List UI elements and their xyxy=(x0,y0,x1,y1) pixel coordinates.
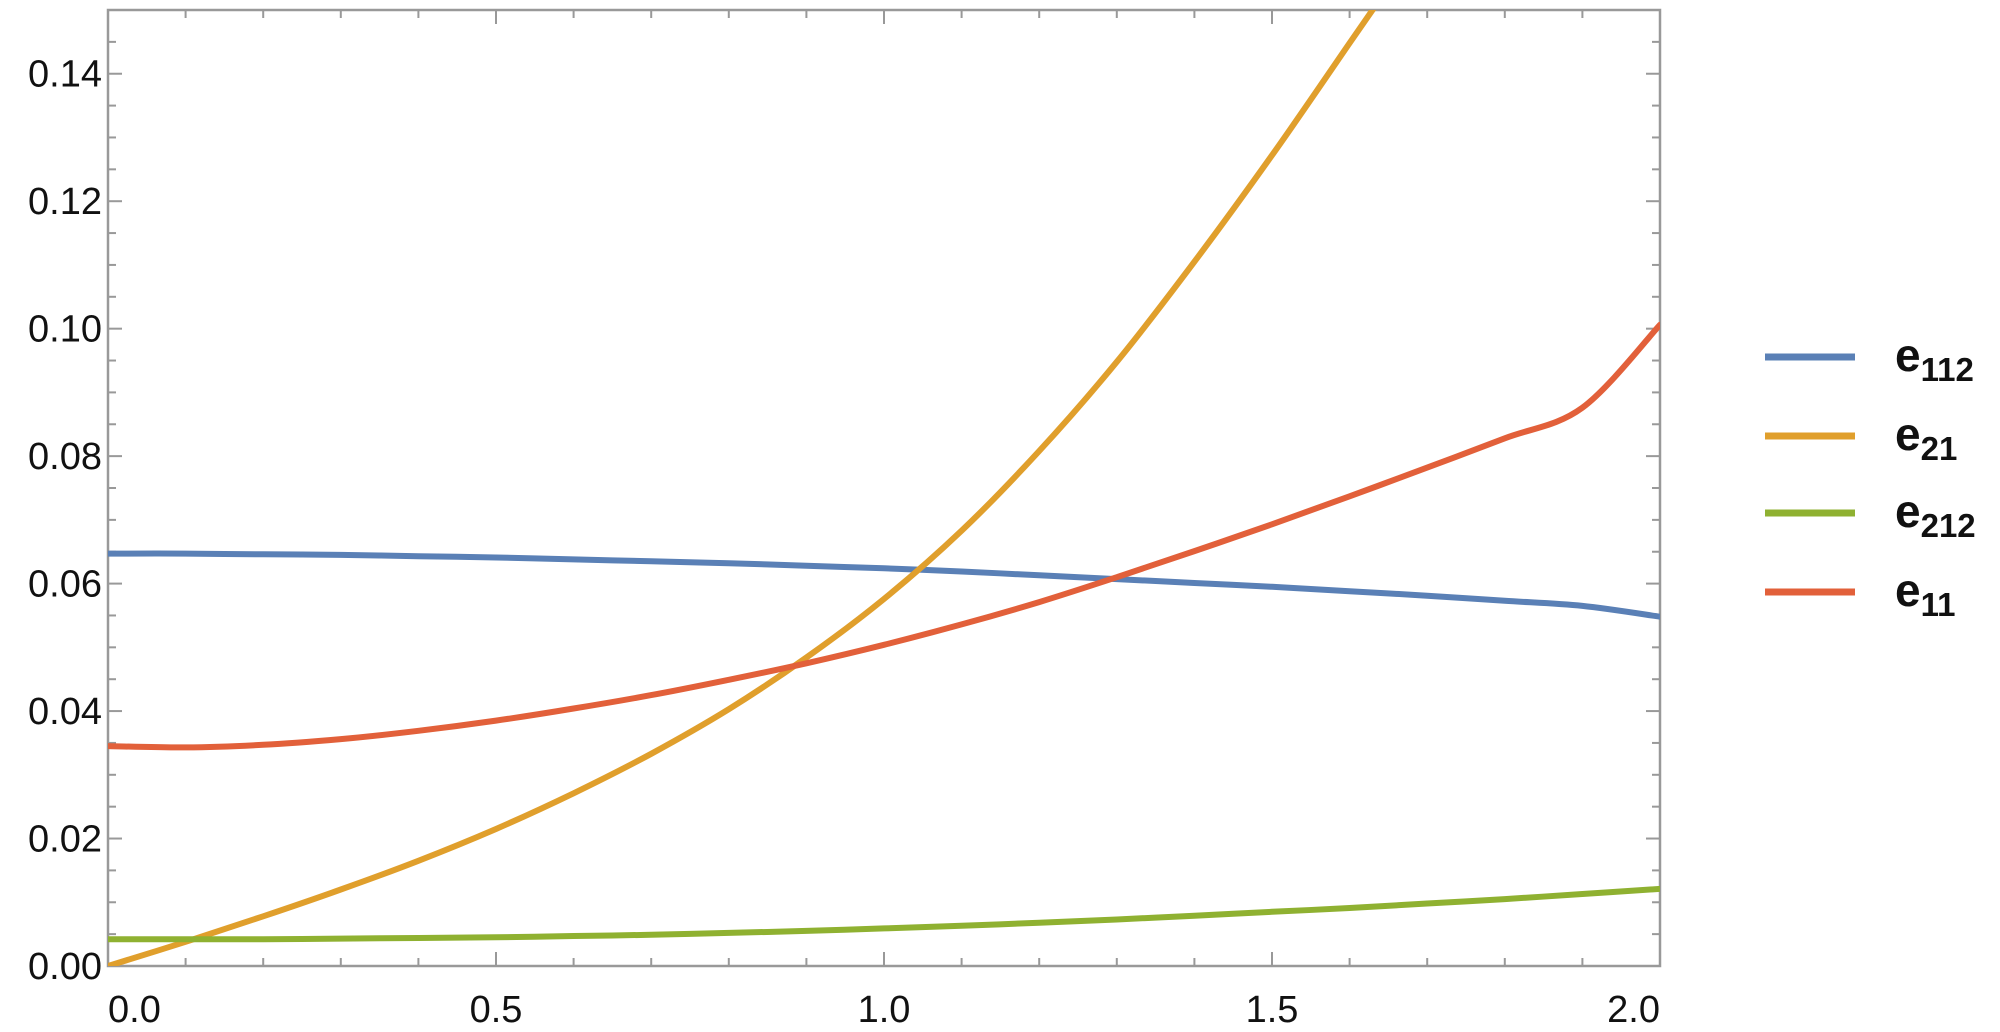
y-tick-label: 0.12 xyxy=(28,181,102,223)
series-line-e112 xyxy=(108,550,1660,620)
series-line-e212 xyxy=(108,885,1660,943)
legend-label: e21 xyxy=(1895,408,1957,467)
major-ticks xyxy=(107,10,1661,967)
legend-item-e21: e21 xyxy=(1765,408,1957,467)
legend-item-e112: e112 xyxy=(1765,329,1974,388)
legend: e112 e21 e212 e11 xyxy=(1765,329,1976,623)
series-line-e11 xyxy=(108,321,1660,751)
minor-ticks xyxy=(108,9,1660,966)
y-tick-label: 0.04 xyxy=(28,691,102,733)
x-tick-label: 0.0 xyxy=(108,989,161,1031)
series-line-e21 xyxy=(108,10,1377,966)
x-axis-tick-labels: 0.0 0.5 1.0 1.5 2.0 xyxy=(108,989,1660,1031)
y-axis-tick-labels: 0.00 0.02 0.04 0.06 0.08 0.10 0.12 0.14 xyxy=(28,54,102,988)
y-tick-label: 0.00 xyxy=(28,946,102,988)
y-tick-label: 0.10 xyxy=(28,309,102,351)
y-tick-label: 0.14 xyxy=(28,54,102,96)
y-tick-label: 0.08 xyxy=(28,436,102,478)
y-tick-label: 0.06 xyxy=(28,564,102,606)
legend-label: e112 xyxy=(1895,329,1974,388)
plot-frame xyxy=(106,8,1662,968)
x-tick-label: 0.5 xyxy=(470,989,523,1031)
legend-item-e212: e212 xyxy=(1765,485,1976,544)
y-tick-label: 0.02 xyxy=(28,819,102,861)
legend-label: e11 xyxy=(1895,564,1955,623)
x-tick-label: 2.0 xyxy=(1607,989,1660,1031)
series-layer xyxy=(108,10,1660,966)
legend-item-e11: e11 xyxy=(1765,564,1955,623)
x-tick-label: 1.5 xyxy=(1246,989,1299,1031)
x-tick-label: 1.0 xyxy=(858,989,911,1031)
legend-label: e212 xyxy=(1895,485,1976,544)
